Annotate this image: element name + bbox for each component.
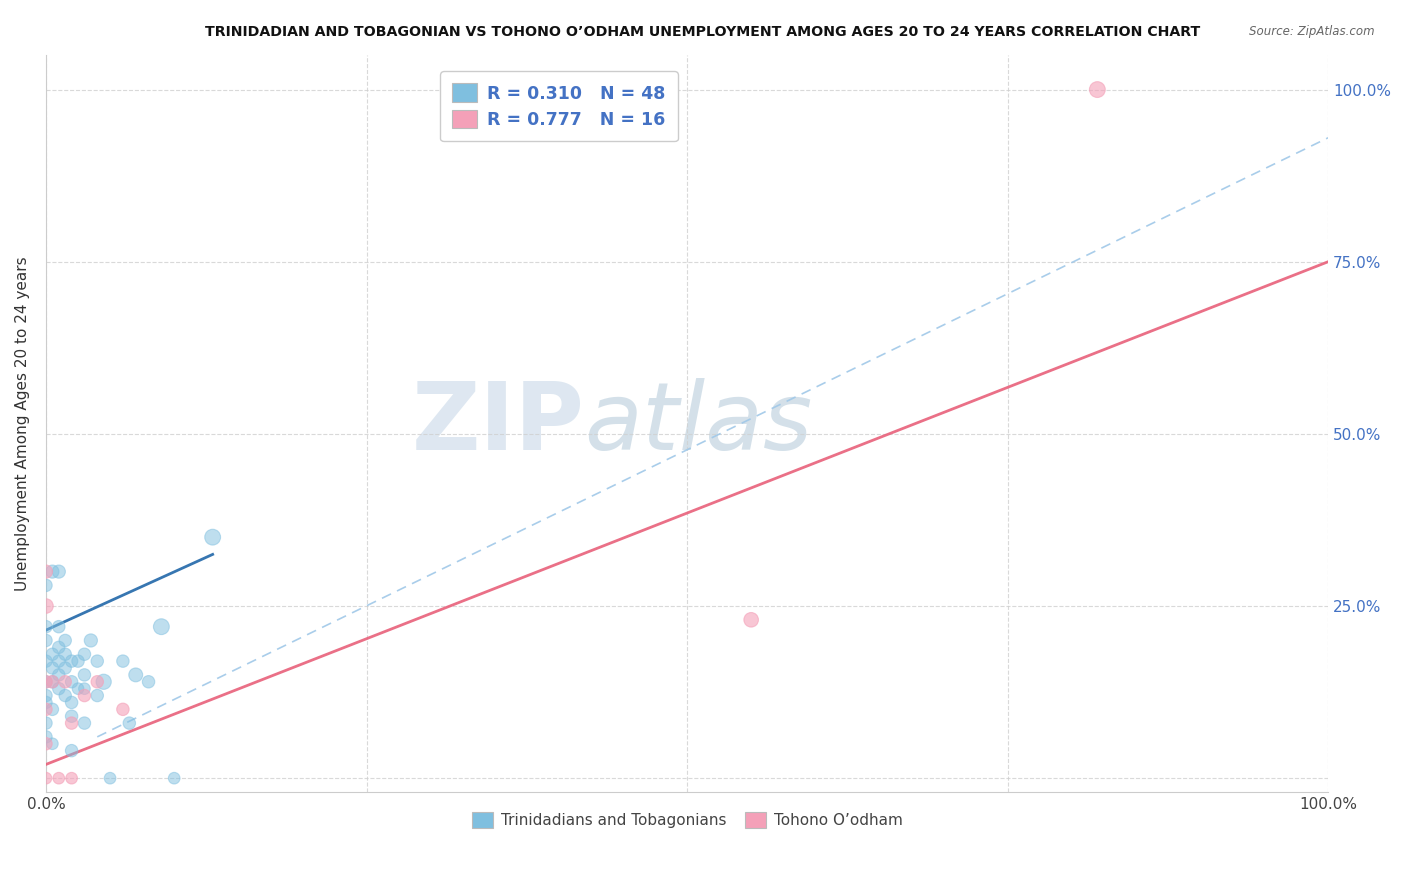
Y-axis label: Unemployment Among Ages 20 to 24 years: Unemployment Among Ages 20 to 24 years — [15, 256, 30, 591]
Point — [48, 565, 70, 579]
Point — [73, 689, 96, 703]
Point — [86, 674, 108, 689]
Point — [73, 647, 96, 661]
Point — [60, 695, 83, 709]
Point — [98, 771, 121, 785]
Point — [35, 565, 58, 579]
Point — [111, 654, 134, 668]
Text: Source: ZipAtlas.com: Source: ZipAtlas.com — [1250, 25, 1375, 38]
Text: atlas: atlas — [585, 378, 813, 469]
Point — [86, 654, 108, 668]
Point — [125, 668, 148, 682]
Point — [73, 668, 96, 682]
Point — [48, 681, 70, 696]
Point — [41, 737, 63, 751]
Point — [138, 674, 160, 689]
Point — [60, 654, 83, 668]
Point — [53, 647, 76, 661]
Point — [66, 654, 89, 668]
Point — [35, 674, 58, 689]
Point — [48, 668, 70, 682]
Point — [35, 633, 58, 648]
Point — [41, 647, 63, 661]
Point — [41, 565, 63, 579]
Point — [48, 640, 70, 655]
Point — [73, 681, 96, 696]
Point — [118, 716, 141, 731]
Point — [35, 702, 58, 716]
Point — [60, 716, 83, 731]
Point — [48, 654, 70, 668]
Point — [1085, 82, 1108, 96]
Point — [35, 599, 58, 613]
Point — [53, 674, 76, 689]
Point — [41, 674, 63, 689]
Point — [41, 674, 63, 689]
Point — [60, 674, 83, 689]
Point — [163, 771, 186, 785]
Point — [53, 689, 76, 703]
Point — [150, 620, 173, 634]
Point — [41, 661, 63, 675]
Point — [35, 695, 58, 709]
Point — [35, 654, 58, 668]
Point — [53, 661, 76, 675]
Legend: Trinidadians and Tobagonians, Tohono O’odham: Trinidadians and Tobagonians, Tohono O’o… — [464, 805, 910, 836]
Point — [740, 613, 762, 627]
Point — [48, 620, 70, 634]
Point — [60, 744, 83, 758]
Point — [35, 771, 58, 785]
Point — [201, 530, 224, 544]
Text: ZIP: ZIP — [412, 377, 585, 469]
Point — [35, 578, 58, 592]
Point — [35, 716, 58, 731]
Point — [60, 709, 83, 723]
Point — [111, 702, 134, 716]
Point — [41, 702, 63, 716]
Point — [93, 674, 115, 689]
Point — [66, 681, 89, 696]
Point — [48, 771, 70, 785]
Point — [35, 674, 58, 689]
Point — [60, 771, 83, 785]
Point — [35, 620, 58, 634]
Point — [53, 633, 76, 648]
Point — [86, 689, 108, 703]
Text: TRINIDADIAN AND TOBAGONIAN VS TOHONO O’ODHAM UNEMPLOYMENT AMONG AGES 20 TO 24 YE: TRINIDADIAN AND TOBAGONIAN VS TOHONO O’O… — [205, 25, 1201, 39]
Point — [80, 633, 103, 648]
Point — [35, 737, 58, 751]
Point — [35, 730, 58, 744]
Point — [73, 716, 96, 731]
Point — [35, 689, 58, 703]
